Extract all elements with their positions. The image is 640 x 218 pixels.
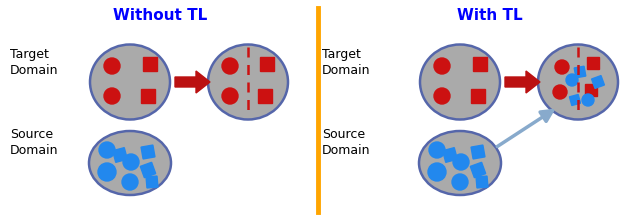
Circle shape [566, 74, 578, 86]
Bar [471, 89, 485, 103]
Bar [146, 176, 158, 188]
Circle shape [428, 163, 446, 181]
Bar [260, 57, 274, 71]
Text: Target
Domain: Target Domain [10, 48, 58, 77]
Circle shape [452, 174, 468, 190]
Circle shape [434, 58, 450, 74]
Bar [470, 162, 486, 178]
Circle shape [582, 94, 594, 106]
FancyArrow shape [505, 71, 540, 93]
Circle shape [222, 88, 238, 104]
Circle shape [222, 58, 238, 74]
Circle shape [555, 60, 569, 74]
Ellipse shape [90, 44, 170, 119]
Bar [141, 145, 155, 159]
Circle shape [99, 142, 115, 158]
Ellipse shape [420, 44, 500, 119]
Ellipse shape [89, 131, 171, 195]
Bar [574, 66, 586, 78]
Circle shape [453, 154, 469, 170]
Text: Source
Domain: Source Domain [322, 128, 371, 157]
Ellipse shape [538, 44, 618, 119]
Ellipse shape [208, 44, 288, 119]
Circle shape [434, 88, 450, 104]
Bar [141, 89, 155, 103]
Bar [258, 89, 272, 103]
Circle shape [122, 174, 138, 190]
Bar [476, 176, 488, 188]
Bar [587, 57, 599, 69]
Text: With TL: With TL [457, 8, 523, 23]
FancyArrow shape [175, 71, 210, 93]
Bar [443, 148, 458, 162]
Circle shape [104, 88, 120, 104]
Bar [570, 94, 580, 106]
Bar [473, 57, 487, 71]
Bar [591, 76, 604, 89]
Bar [471, 145, 485, 159]
Bar [585, 84, 597, 96]
Text: Source
Domain: Source Domain [10, 128, 58, 157]
Circle shape [553, 85, 567, 99]
Circle shape [429, 142, 445, 158]
Text: Target
Domain: Target Domain [322, 48, 371, 77]
Bar [113, 148, 127, 162]
Text: Without TL: Without TL [113, 8, 207, 23]
Circle shape [123, 154, 139, 170]
Ellipse shape [419, 131, 501, 195]
Bar [140, 162, 156, 178]
Circle shape [98, 163, 116, 181]
Circle shape [104, 58, 120, 74]
Bar [143, 57, 157, 71]
